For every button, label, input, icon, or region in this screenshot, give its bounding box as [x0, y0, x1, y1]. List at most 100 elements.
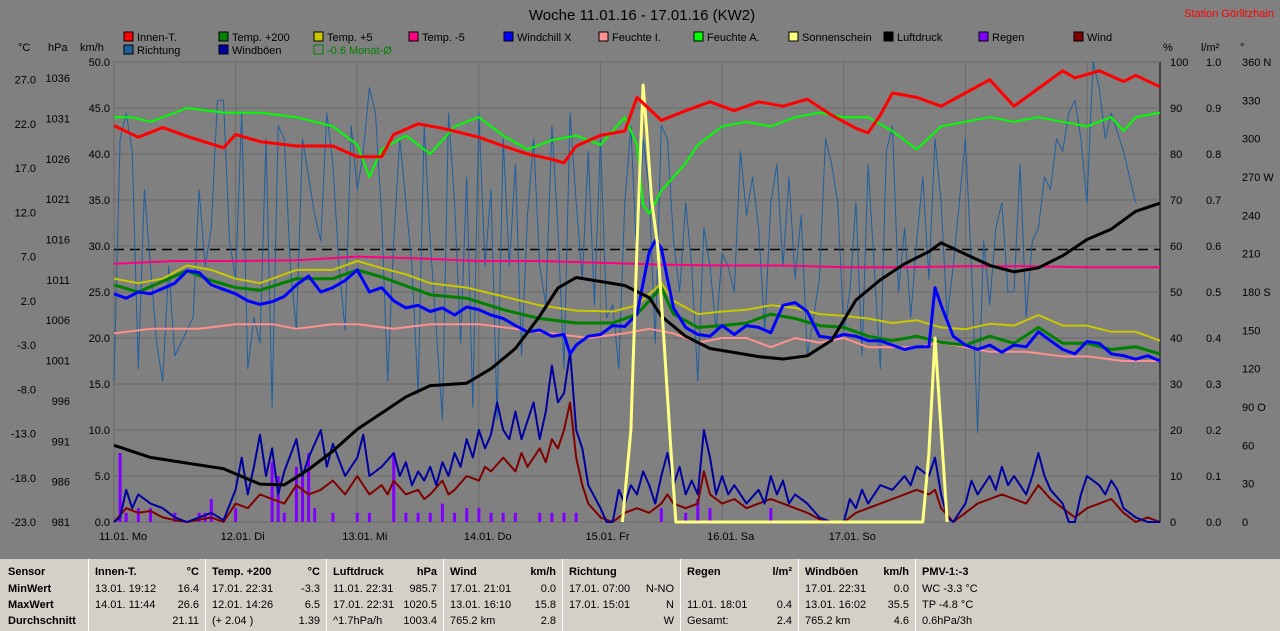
stats-cell-value: 985.7 — [409, 583, 437, 595]
legend-label: Richtung — [137, 45, 180, 57]
legend-swatch — [788, 31, 799, 42]
rain-tick-label: 0.4 — [1206, 333, 1221, 345]
pressure-tick-label: 1021 — [46, 194, 70, 206]
unit-wind: km/h — [80, 42, 104, 54]
stats-cell-label: 14.01. 11:44 — [95, 599, 156, 611]
wind-tick-label: 10.0 — [89, 425, 110, 437]
legend-label: Feuchte I. — [612, 32, 661, 44]
stats-col: Wind km/h 17.01. 21:01 0.0 13.01. 16:10 15.8 7… — [443, 559, 562, 631]
x-day-label: 15.01. Fr — [586, 531, 630, 543]
legend-label: Temp. -5 — [422, 32, 465, 44]
legend-swatch — [503, 31, 514, 42]
stats-cell-label: TP -4.8 °C — [922, 599, 974, 611]
percent-tick-label: 70 — [1170, 195, 1182, 207]
legend-swatch — [693, 31, 704, 42]
stats-cell-value: -3.3 — [301, 583, 320, 595]
direction-tick-label: 240 — [1242, 210, 1260, 222]
series-line-temp-5 — [113, 255, 1160, 269]
wind-tick-label: 15.0 — [89, 379, 110, 391]
direction-tick-label: 360 N — [1242, 57, 1271, 69]
stats-header: Sensor — [8, 566, 46, 578]
rain-bar — [124, 512, 128, 522]
direction-tick-label: 270 W — [1242, 172, 1274, 184]
chart-title: Woche 11.01.16 - 17.01.16 (KW2) — [529, 7, 755, 24]
temp-tick-label: 7.0 — [21, 252, 36, 264]
legend-swatch — [313, 31, 324, 42]
stats-cell-label: 17.01. 21:01 — [450, 583, 512, 595]
stats-col-header: Richtung — [569, 566, 617, 578]
legend-swatch — [313, 44, 324, 55]
direction-tick-label: 330 — [1242, 95, 1260, 107]
legend-swatch — [123, 44, 134, 55]
percent-tick-label: 100 — [1170, 57, 1188, 69]
wind-tick-label: 50.0 — [89, 57, 110, 69]
rain-tick-label: 0.1 — [1206, 471, 1221, 483]
stats-cell-label: 17.01. 22:31 — [805, 583, 867, 595]
x-day-label: 12.01. Di — [221, 531, 265, 543]
percent-tick-label: 20 — [1170, 425, 1182, 437]
legend-swatch — [218, 44, 229, 55]
pressure-tick-label: 986 — [52, 477, 70, 489]
statistics-table: Sensor MinWert MaxWert Durchschnitt Innen-T.… — [0, 559, 1280, 631]
x-day-label: 16.01. Sa — [707, 531, 755, 543]
percent-tick-label: 0 — [1170, 517, 1176, 529]
stats-col-unit: °C — [186, 566, 199, 578]
rain-tick-label: 0.0 — [1206, 517, 1221, 529]
stats-col-unit: hPa — [416, 566, 437, 578]
rain-tick-label: 0.5 — [1206, 287, 1221, 299]
rain-bar — [708, 508, 712, 522]
stats-col-header: Innen-T. — [95, 566, 137, 578]
stats-col-header: Luftdruck — [333, 566, 384, 578]
stats-col-sensor: Sensor MinWert MaxWert Durchschnitt — [0, 559, 88, 631]
stats-col-unit: °C — [307, 566, 320, 578]
legend-label: Innen-T. — [137, 32, 177, 44]
temp-tick-label: 2.0 — [21, 296, 36, 308]
rain-bar — [355, 512, 359, 522]
rain-bar — [209, 499, 213, 522]
percent-tick-label: 90 — [1170, 103, 1182, 115]
stats-cell-value: 2.8 — [540, 615, 556, 627]
wind-tick-label: 25.0 — [89, 287, 110, 299]
unit-pressure: hPa — [48, 42, 68, 54]
rain-bar — [477, 508, 481, 522]
stats-cell-value: 21.11 — [172, 615, 199, 627]
rain-tick-label: 1.0 — [1206, 57, 1221, 69]
stats-cell-value: N-NO — [645, 583, 674, 595]
pressure-tick-label: 1011 — [46, 275, 70, 287]
stats-col-unit: km/h — [530, 566, 556, 578]
legend-label: Wind — [1087, 32, 1112, 44]
stats-cell-label: 17.01. 22:31 — [212, 583, 274, 595]
temp-tick-label: 17.0 — [15, 163, 36, 175]
rain-bar — [428, 512, 432, 522]
pressure-tick-label: 1006 — [46, 315, 70, 327]
stats-cell-label: 0.6hPa/3h — [922, 615, 973, 627]
stats-cell-value: 16.4 — [177, 583, 199, 595]
legend-swatch — [598, 31, 609, 42]
rain-bar — [416, 512, 420, 522]
legend-swatch — [883, 31, 894, 42]
rain-bar — [465, 508, 469, 522]
direction-tick-label: 180 S — [1242, 287, 1271, 299]
rain-bar — [574, 512, 578, 522]
series-line-windb-en — [113, 350, 1160, 523]
legend-label: Temp. +200 — [232, 32, 290, 44]
stats-col-header: Regen — [687, 566, 721, 578]
stats-cell-value: 1.39 — [298, 615, 320, 627]
temp-tick-label: -3.0 — [17, 340, 36, 352]
percent-tick-label: 50 — [1170, 287, 1182, 299]
pressure-tick-label: 991 — [52, 436, 70, 448]
rain-bar — [276, 476, 280, 522]
unit-rain: l/m² — [1201, 42, 1220, 54]
stats-cell-value: 0.0 — [540, 583, 556, 595]
rain-bar — [550, 512, 554, 522]
stats-cell-value: W — [663, 615, 674, 627]
rain-bar — [513, 512, 517, 522]
legend-label: Regen — [992, 32, 1024, 44]
unit-percent: % — [1163, 42, 1173, 54]
stats-cell-value: 0.0 — [893, 583, 909, 595]
pressure-tick-label: 981 — [52, 517, 70, 529]
stats-col-unit: l/m² — [772, 566, 792, 578]
stats-col-header: Temp. +200 — [212, 566, 272, 578]
pressure-tick-label: 1036 — [46, 73, 70, 85]
stats-col: Richtung 17.01. 07:00 N-NO 17.01. 15:01 N W — [562, 559, 680, 631]
